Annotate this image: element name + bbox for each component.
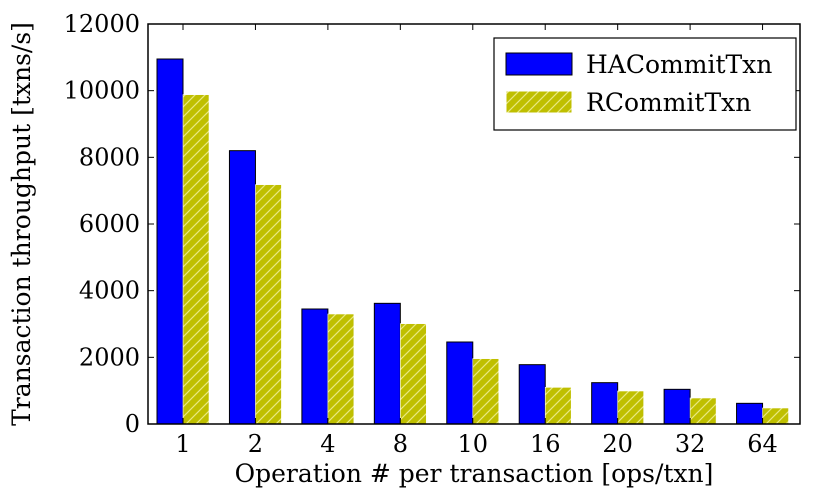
- x-tick-label: 20: [602, 430, 633, 458]
- x-tick-label: 4: [320, 430, 335, 458]
- legend-label: HACommitTxn: [586, 50, 772, 79]
- legend-swatch: [505, 52, 573, 76]
- y-tick-label: 8000: [79, 143, 140, 171]
- x-tick-label: 2: [248, 430, 263, 458]
- y-tick-label: 2000: [79, 343, 140, 371]
- bar-RCommitTxn-32: [689, 397, 717, 425]
- legend: HACommitTxn RCommitTxn: [493, 37, 797, 131]
- y-tick-label: 10000: [64, 77, 140, 105]
- bar-RCommitTxn-2: [255, 184, 282, 425]
- bar-HACommitTxn-20: [591, 382, 619, 425]
- x-tick-label: 16: [530, 430, 561, 458]
- legend-label: RCommitTxn: [586, 88, 751, 117]
- x-tick-label: 64: [747, 430, 778, 458]
- bar-HACommitTxn-16: [518, 364, 546, 425]
- bar-RCommitTxn-8: [400, 323, 427, 425]
- bar-RCommitTxn-10: [472, 358, 500, 425]
- bar-HACommitTxn-2: [228, 150, 256, 425]
- bar-RCommitTxn-1: [182, 94, 210, 425]
- legend-swatch: [505, 90, 573, 114]
- y-tick-label: 12000: [64, 10, 140, 38]
- bar-HACommitTxn-10: [446, 341, 474, 425]
- bar-HACommitTxn-4: [301, 308, 329, 425]
- y-tick-label: 6000: [79, 210, 140, 238]
- y-tick-label: 0: [125, 410, 140, 438]
- bar-HACommitTxn-1: [156, 58, 184, 425]
- x-tick-label: 32: [675, 430, 706, 458]
- bar-RCommitTxn-4: [327, 313, 355, 425]
- bar-RCommitTxn-20: [617, 390, 644, 425]
- x-tick-label: 8: [393, 430, 408, 458]
- x-axis-label: Operation # per transaction [ops/txn]: [235, 459, 714, 488]
- bars-layer: [156, 58, 789, 425]
- bar-RCommitTxn-64: [762, 407, 789, 425]
- bar-HACommitTxn-8: [373, 302, 401, 425]
- y-axis-label: Transaction throughput [txns/s]: [7, 22, 36, 426]
- axes-layer: 1 2 4 8 10 16 20 32 64 0 2000 4000 6000 8000 10000 1200…: [64, 10, 800, 458]
- x-tick-label: 1: [175, 430, 190, 458]
- bar-HACommitTxn-64: [736, 402, 764, 425]
- bar-RCommitTxn-16: [544, 387, 572, 425]
- x-tick-label: 10: [458, 430, 489, 458]
- bar-HACommitTxn-32: [663, 388, 691, 425]
- y-tick-label: 4000: [79, 277, 140, 305]
